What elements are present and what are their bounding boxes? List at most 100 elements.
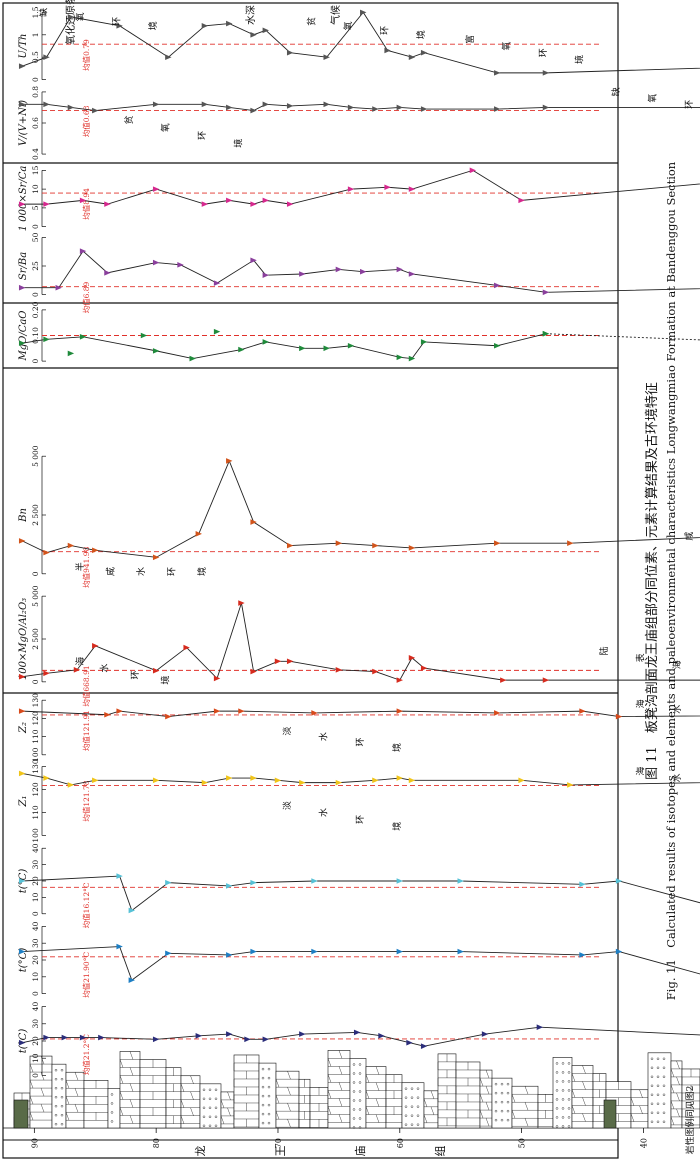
lithology-ooid (267, 1121, 271, 1125)
lithology-ooid (410, 1105, 414, 1108)
lithology-ooid (506, 1082, 510, 1086)
lithology-hatch (670, 1116, 675, 1125)
annotation-text: 海 (671, 660, 683, 669)
lithology-ooid (214, 1124, 218, 1128)
lithology-hatch (582, 1097, 586, 1106)
axis-label-wrap: U/Th (18, 34, 29, 59)
lithology-ooid (656, 1066, 660, 1070)
lithology-ooid (202, 1115, 206, 1119)
annotation-text: 环 (355, 738, 366, 747)
data-point (238, 708, 245, 714)
data-point (408, 355, 416, 362)
figure-frame: 龙王庙组9080706050403020100m温度盐度气候水深氧化还原条件 (2, 0, 648, 1159)
series-line (22, 602, 700, 681)
annotation-wrap: 氧 (500, 41, 512, 50)
annotation-wrap: 环 (166, 567, 177, 576)
data-point (92, 643, 99, 649)
lithology-hatch (65, 1112, 70, 1121)
annotation-text: 缺 (38, 8, 50, 17)
data-point (384, 184, 391, 191)
data-point (347, 342, 355, 349)
data-point (396, 354, 403, 361)
mean-label-wrap: 均值8.94 (81, 188, 91, 220)
annotation-wrap: 水 (135, 567, 147, 576)
group-label: 水深 (245, 5, 257, 25)
lithology-ooid (500, 1082, 504, 1086)
value-tick-label-wrap: 110 (31, 729, 40, 744)
data-point (250, 668, 257, 675)
lithology-hatch (327, 1106, 332, 1115)
series-line (22, 250, 700, 293)
data-point (494, 540, 501, 547)
lithology-ooid (410, 1096, 414, 1099)
value-tick-label-wrap: 0.20 (31, 301, 40, 318)
data-point (262, 339, 269, 345)
value-tick-label: 5 000 (31, 585, 40, 607)
data-point (408, 777, 416, 784)
lithology-ooid (662, 1057, 666, 1061)
data-point (226, 883, 233, 889)
legend-note: 岩性图例同见图2 (684, 1086, 696, 1155)
lithology-ooid (110, 1120, 114, 1123)
data-point (481, 1031, 489, 1037)
data-point (73, 667, 81, 673)
lithology-hatch (65, 1080, 70, 1089)
formation-label-wrap: 龙 (194, 1146, 207, 1157)
data-point (262, 101, 269, 108)
lithology-ooid (555, 1080, 559, 1083)
lithology-hatch (582, 1081, 586, 1090)
annotation-wrap: 缺 (610, 87, 622, 96)
annotation-wrap: 缺 (38, 8, 50, 17)
annotation-wrap: 淡 (282, 801, 293, 810)
data-point (226, 952, 233, 958)
annotation-text: 氧 (342, 21, 354, 30)
value-tick-label-wrap: 0 (31, 571, 40, 576)
axis-label-wrap: V/(V+Ni) (18, 100, 29, 146)
lithology-ooid (54, 1086, 58, 1090)
data-point (500, 677, 507, 683)
data-point (43, 775, 50, 781)
lithology-hatch (524, 1086, 529, 1095)
data-point (18, 948, 26, 955)
lithology-ooid (54, 1104, 58, 1108)
lithology-hatch (40, 1104, 45, 1113)
data-point (165, 950, 172, 957)
value-tick-label-wrap: 0 (31, 911, 40, 916)
lithology-ooid (60, 1095, 64, 1099)
annotation-text: 环 (130, 670, 141, 679)
data-point (152, 101, 160, 108)
lithology-ooid (561, 1089, 565, 1092)
axis-label: Sr/Ba (18, 252, 29, 280)
value-tick-label: 120 (31, 711, 40, 726)
lithology-ooid (506, 1100, 510, 1104)
data-point (408, 54, 416, 60)
lithology-hatch (129, 1051, 134, 1060)
annotation-wrap: 环 (684, 100, 695, 109)
value-tick-label-wrap: 120 (31, 782, 40, 797)
data-point (55, 284, 62, 291)
annotation-wrap: 陆 (598, 646, 610, 655)
lithology-ooid (561, 1125, 565, 1128)
data-point (372, 106, 379, 112)
lithology-hatch (287, 1103, 291, 1112)
lithology-ooid (208, 1115, 212, 1119)
outlier-point (140, 332, 148, 339)
data-point (250, 879, 257, 886)
annotation-text: 水 (671, 705, 683, 714)
data-point (61, 1034, 69, 1041)
lithology-hatch (287, 1119, 291, 1128)
lithology-ooid (567, 1098, 571, 1101)
data-point (18, 770, 26, 777)
lithology-hatch (338, 1098, 343, 1107)
data-point (165, 879, 172, 886)
data-point (457, 878, 464, 884)
lithology-bed (29, 1055, 53, 1129)
data-point (615, 713, 623, 720)
data-point (18, 673, 26, 680)
annotation-wrap: 境 (196, 567, 208, 576)
annotation-text: 水 (318, 732, 330, 741)
value-tick-label: 40 (31, 921, 40, 931)
data-point (420, 106, 428, 112)
lithology-ooid (352, 1063, 356, 1066)
data-point (67, 14, 75, 20)
